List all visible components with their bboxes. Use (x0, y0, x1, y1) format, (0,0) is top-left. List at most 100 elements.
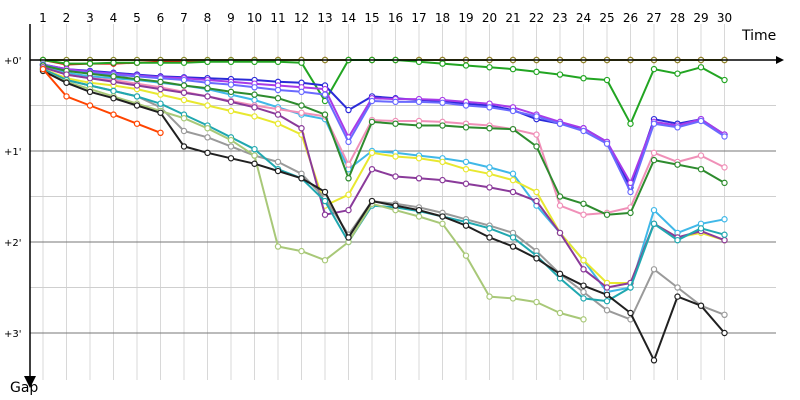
point-s10-lap8 (204, 102, 211, 109)
series-6-line (42, 63, 726, 193)
point-s11-lap23 (556, 229, 564, 237)
point-s14-lap11 (274, 243, 282, 250)
point-s15-lap24 (580, 282, 587, 289)
point-s6-lap23 (556, 120, 564, 127)
point-s10-lap20 (486, 170, 493, 177)
point-s3-lap3 (86, 60, 94, 67)
point-s11-lap10 (251, 104, 258, 111)
point-s7-lap19 (462, 158, 470, 166)
series-16-line (42, 68, 161, 134)
point-s14-lap12 (298, 247, 305, 255)
point-s11-lap17 (415, 175, 423, 182)
point-s11-lap19 (462, 180, 470, 187)
point-s6-lap15 (368, 97, 376, 105)
y-tick-label: +0' (4, 56, 22, 67)
point-s9-lap17 (415, 122, 423, 129)
point-s9-lap4 (110, 73, 117, 80)
y-tick-label: +2' (4, 238, 22, 249)
y-tick-label: +1' (4, 147, 22, 158)
point-s13-lap13 (321, 197, 329, 205)
series-11 (39, 64, 728, 291)
series-16 (39, 65, 164, 136)
x-tick-label: 26 (623, 11, 638, 25)
point-s13-lap6 (157, 100, 164, 107)
point-s8-lap27 (650, 149, 658, 157)
point-s6-lap14 (345, 138, 352, 146)
series-8 (39, 64, 728, 218)
point-s8-lap29 (697, 152, 705, 159)
x-axis-arrow (776, 56, 784, 64)
point-s10-lap9 (227, 107, 235, 115)
point-s6-lap11 (274, 86, 282, 94)
point-s13-lap21 (509, 234, 517, 241)
point-s15-lap28 (674, 293, 681, 300)
point-s9-lap13 (321, 111, 329, 118)
point-s13-lap5 (133, 93, 141, 100)
point-s7-lap20 (486, 164, 493, 171)
point-s5-lap13 (321, 85, 329, 93)
x-tick-label: 28 (670, 11, 685, 25)
point-s11-lap22 (533, 197, 540, 205)
point-s15-lap26 (627, 309, 634, 317)
point-s16-lap5 (133, 120, 141, 127)
point-s12-lap30 (721, 311, 728, 318)
x-tick-label: 16 (388, 11, 403, 25)
x-axis-title: Time (741, 28, 776, 44)
point-s11-lap3 (86, 74, 94, 82)
point-s13-lap30 (721, 231, 728, 238)
point-s7-lap21 (509, 170, 517, 177)
point-s11-lap6 (157, 85, 164, 93)
point-s3-lap25 (603, 76, 611, 84)
x-tick-label: 23 (552, 11, 567, 25)
point-s13-lap24 (580, 295, 587, 302)
point-s6-lap24 (580, 127, 587, 135)
series-13-line (42, 68, 725, 303)
point-s15-lap20 (486, 234, 493, 241)
point-s12-lap25 (603, 307, 611, 314)
point-s15-lap30 (721, 329, 728, 337)
point-s10-lap17 (415, 155, 423, 162)
point-s9-lap12 (298, 102, 305, 109)
point-s9-lap16 (392, 120, 399, 127)
point-s8-lap23 (556, 202, 564, 209)
point-s11-lap8 (204, 93, 211, 100)
point-s16-lap1 (39, 65, 47, 73)
x-tick-label: 5 (133, 11, 141, 25)
point-s8-lap14 (345, 161, 352, 168)
point-s3-lap28 (674, 70, 681, 77)
x-tick-label: 3 (86, 11, 94, 25)
point-s14-lap8 (204, 125, 211, 132)
point-s10-lap22 (533, 188, 540, 196)
x-tick-label: 17 (411, 11, 426, 25)
point-s14-lap20 (486, 293, 493, 300)
x-tick-label: 9 (227, 11, 235, 25)
point-s14-lap7 (180, 115, 188, 122)
point-s9-lap21 (509, 125, 517, 133)
point-s15-lap22 (533, 255, 540, 262)
point-s14-lap10 (251, 152, 258, 159)
point-s12-lap8 (204, 134, 211, 141)
point-s10-lap15 (368, 149, 376, 157)
point-s9-lap10 (251, 91, 258, 98)
point-s15-lap27 (650, 357, 658, 364)
point-s15-lap23 (556, 270, 564, 278)
point-s15-lap14 (345, 234, 352, 241)
tick-labels: 1 2 3 4 5 6 7 8 9 10 11 12 13 14 15 16 17 18 19 20 21 22 23 24 2… (4, 11, 732, 340)
series-8-line (42, 66, 725, 216)
point-s15-lap19 (462, 222, 470, 229)
y-axis-title: Gap (10, 380, 38, 396)
point-s3-lap27 (650, 65, 658, 73)
point-s7-lap27 (650, 206, 658, 214)
point-s9-lap11 (274, 95, 282, 102)
point-s11-lap4 (110, 78, 117, 86)
axes (24, 24, 784, 388)
point-s12-lap27 (650, 266, 658, 273)
point-s9-lap27 (650, 156, 658, 164)
point-s9-lap7 (180, 82, 188, 89)
point-s15-lap8 (204, 149, 211, 157)
point-s6-lap21 (509, 107, 517, 115)
point-s15-lap4 (110, 95, 117, 102)
point-s3-lap30 (721, 76, 728, 84)
point-s9-lap29 (697, 165, 705, 173)
